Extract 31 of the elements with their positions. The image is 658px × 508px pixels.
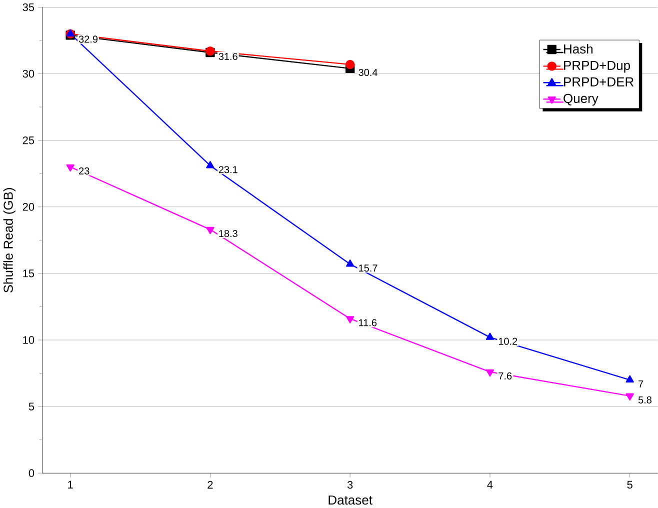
data-label: 11.6 — [359, 319, 377, 326]
y-tick-label: 35 — [22, 3, 34, 12]
y-tick-label: 0 — [28, 469, 34, 478]
data-label: 30.4 — [358, 68, 378, 76]
data-label: 5.8 — [638, 396, 652, 404]
x-tick-label: 4 — [487, 480, 493, 488]
x-tick-label: 3 — [347, 480, 353, 489]
x-tick-label: 2 — [208, 480, 213, 489]
y-tick-label: 10 — [23, 336, 34, 344]
y-tick-label: 30 — [22, 70, 34, 78]
x-tick-label: 1 — [68, 480, 73, 488]
data-label: 15.7 — [359, 264, 378, 272]
x-tick-label: 5 — [627, 480, 632, 489]
y-tick-label: 15 — [23, 270, 34, 278]
legend-label: PRPD+Dup — [564, 60, 630, 73]
y-tick-label: 20 — [22, 203, 34, 211]
data-label: 7.6 — [498, 372, 512, 380]
data-label: 7 — [638, 380, 644, 388]
data-label: 10.2 — [498, 338, 518, 345]
data-label: 18.3 — [219, 230, 238, 238]
legend-label: Query — [564, 94, 598, 106]
legend-label: Hash — [564, 44, 592, 54]
x-axis-title: Dataset — [328, 496, 372, 505]
legend-label: PRPD+DER — [564, 77, 634, 86]
y-tick-label: 25 — [22, 136, 34, 144]
y-tick-label: 5 — [28, 402, 34, 410]
data-label: 23 — [79, 167, 90, 175]
data-label: 32.9 — [78, 36, 98, 43]
data-label: 23.1 — [218, 166, 238, 174]
y-axis-title: Shuffle Read (GB) — [3, 188, 16, 293]
data-label: 31.6 — [218, 52, 238, 60]
